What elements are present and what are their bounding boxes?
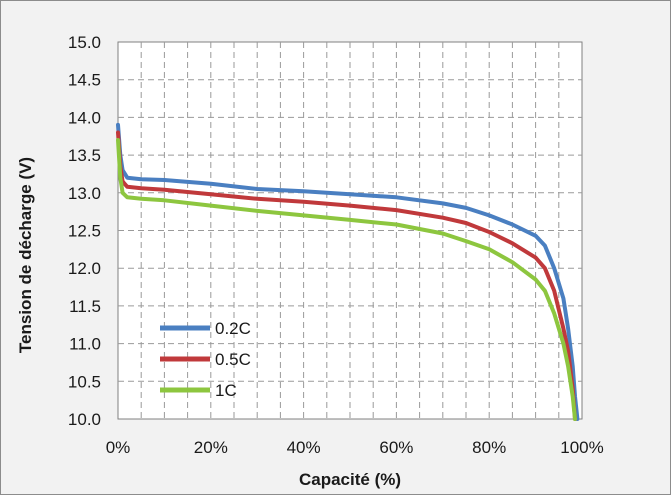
y-tick-label: 13.0 [68, 184, 101, 203]
x-tick-label: 60% [379, 438, 413, 457]
y-tick-label: 11.0 [69, 335, 101, 354]
y-tick-label: 12.5 [68, 222, 101, 241]
y-tick-label: 13.5 [68, 146, 101, 165]
y-tick-label: 11.5 [69, 297, 101, 316]
legend: 0.2C 0.5C 1C [160, 319, 251, 400]
x-tick-label: 40% [287, 438, 321, 457]
grid [118, 42, 582, 419]
x-tick-label: 100% [560, 438, 603, 457]
series-line-2 [116, 130, 577, 421]
x-axis-label: Capacité (%) [299, 470, 401, 489]
y-tick-label: 10.5 [68, 372, 101, 391]
y-tick-labels: 10.0 10.5 11.0 11.5 12.0 12.5 13.0 13.5 14.0 14.5… [68, 33, 101, 429]
x-tick-label: 0% [106, 438, 131, 457]
x-tick-label: 80% [472, 438, 506, 457]
series-layer [116, 122, 580, 421]
series-line-3 [116, 138, 577, 421]
x-tick-label: 20% [194, 438, 228, 457]
series-line-1 [116, 122, 580, 421]
y-tick-label: 14.0 [68, 108, 101, 127]
legend-label: 1C [215, 381, 237, 400]
y-tick-label: 15.0 [68, 33, 101, 52]
legend-label: 0.5C [215, 350, 251, 369]
y-tick-label: 12.0 [68, 259, 101, 278]
y-tick-label: 14.5 [68, 71, 101, 90]
x-tick-labels: 0% 20% 40% 60% 80% 100% [106, 438, 604, 457]
y-axis-label: Tension de décharge (V) [16, 157, 35, 353]
y-tick-label: 10.0 [68, 410, 101, 429]
legend-label: 0.2C [215, 319, 251, 338]
